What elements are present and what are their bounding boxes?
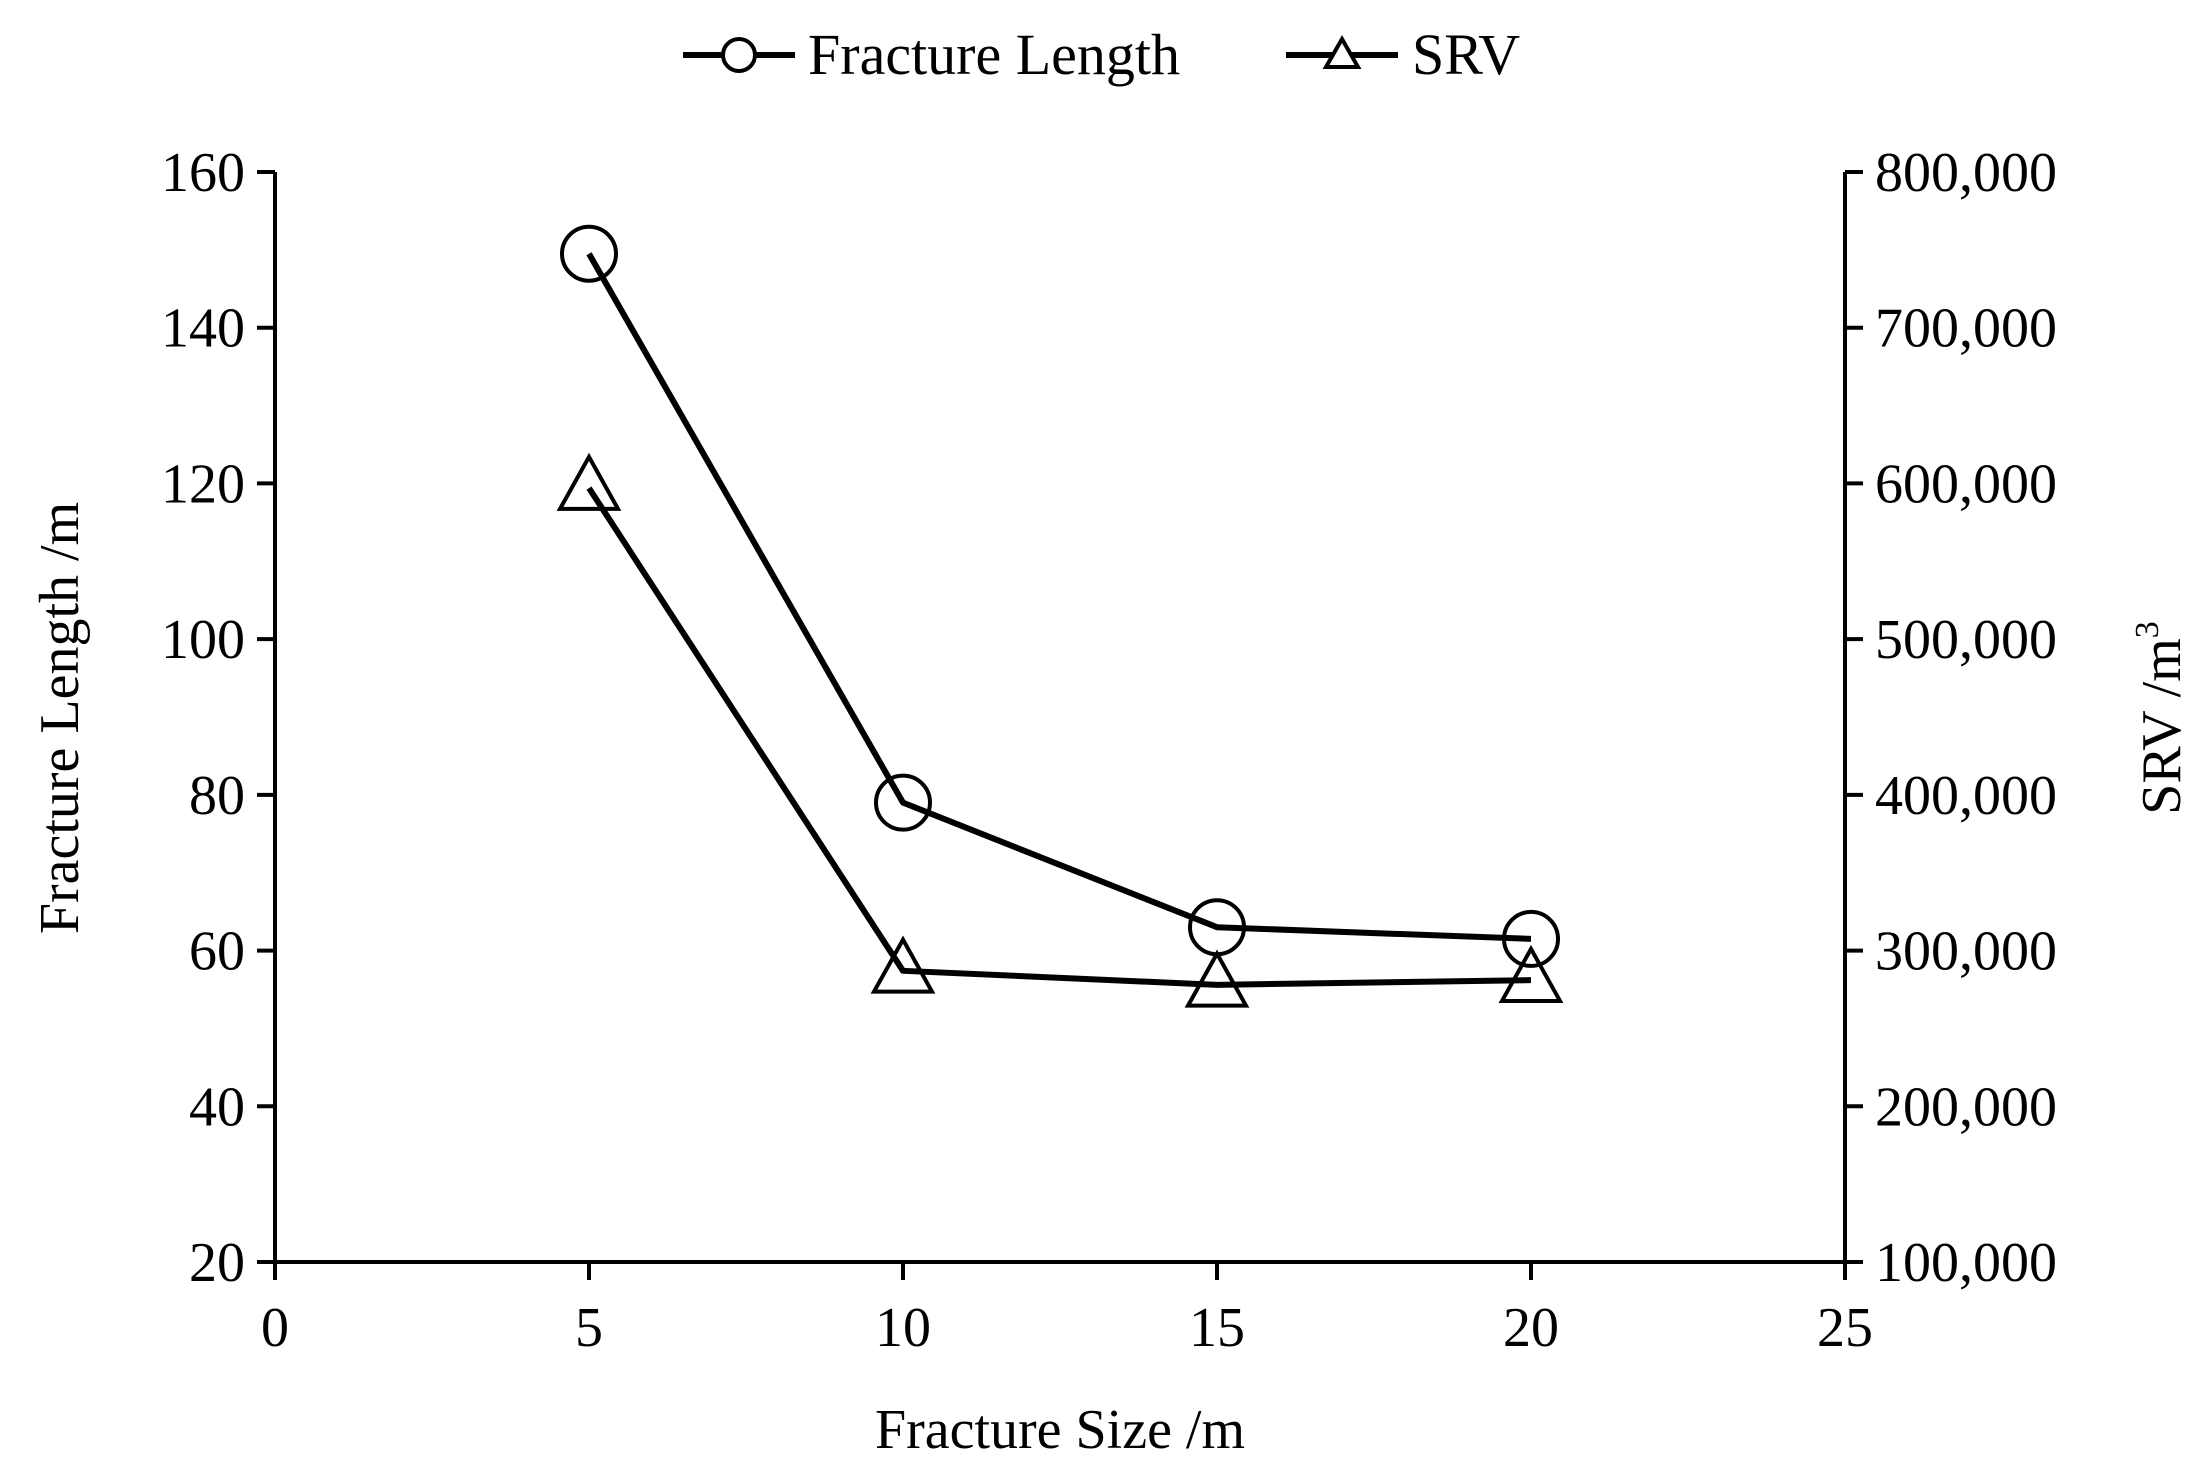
y-left-tick-label: 40	[189, 1076, 245, 1138]
series-line-fracture-length	[586, 252, 1532, 942]
y-right-tick-label: 600,000	[1875, 453, 2057, 515]
y-right-tick-label: 800,000	[1875, 142, 2057, 204]
y-left-tick-label: 20	[189, 1232, 245, 1294]
data-point-srv	[1498, 944, 1564, 1003]
y-left-tick-label: 60	[189, 921, 245, 983]
plot-series	[556, 224, 1564, 1008]
data-point-srv	[1184, 949, 1250, 1008]
legend-item-fracture-length: Fracture Length	[683, 22, 1180, 87]
y-left-tick-label: 140	[161, 298, 245, 360]
y-right-tick-label: 700,000	[1875, 298, 2057, 360]
data-point-fracture-length	[1502, 909, 1560, 968]
x-axis-title: Fracture Size /m	[875, 1399, 1245, 1461]
y-left-tick-label: 120	[161, 453, 245, 515]
y-right-axis-title: SRV /m3	[2129, 621, 2193, 815]
x-tick-label: 15	[1189, 1297, 1245, 1359]
y-right-axis-ticks: 100,000 200,000 300,000 400,000 500,000 600,0…	[1845, 142, 2057, 1294]
axes	[273, 172, 1847, 1264]
y-left-tick-label: 80	[189, 765, 245, 827]
legend-label-fracture-length: Fracture Length	[808, 22, 1180, 87]
x-tick-label: 5	[575, 1297, 603, 1359]
data-point-srv	[556, 452, 622, 511]
series-line-srv	[586, 486, 1532, 988]
y-right-tick-label: 300,000	[1875, 921, 2057, 983]
legend: Fracture Length SRV	[683, 22, 1520, 87]
legend-item-srv: SRV	[1286, 22, 1520, 87]
y-right-tick-label: 500,000	[1875, 609, 2057, 671]
x-tick-label: 0	[261, 1297, 289, 1359]
y-right-tick-label: 400,000	[1875, 765, 2057, 827]
y-left-tick-label: 160	[161, 142, 245, 204]
x-tick-label: 25	[1817, 1297, 1873, 1359]
y-right-tick-label: 100,000	[1875, 1232, 2057, 1294]
x-tick-label: 10	[875, 1297, 931, 1359]
y-right-axis-title-sup: 3	[2129, 621, 2166, 638]
x-axis-ticks: 0 5 10 15 20 25	[261, 1262, 1873, 1359]
data-point-fracture-length	[874, 773, 932, 832]
x-tick-label: 20	[1503, 1297, 1559, 1359]
data-point-fracture-length	[560, 224, 618, 283]
y-right-tick-label: 200,000	[1875, 1076, 2057, 1138]
y-left-axis-ticks: 20 40 60 80 100 120 140 160	[161, 142, 275, 1294]
y-left-tick-label: 100	[161, 609, 245, 671]
legend-label-srv: SRV	[1412, 22, 1520, 87]
y-left-axis-title: Fracture Length /m	[29, 502, 91, 934]
data-point-srv	[870, 935, 936, 994]
y-right-axis-title-base: SRV /m	[2131, 638, 2193, 815]
